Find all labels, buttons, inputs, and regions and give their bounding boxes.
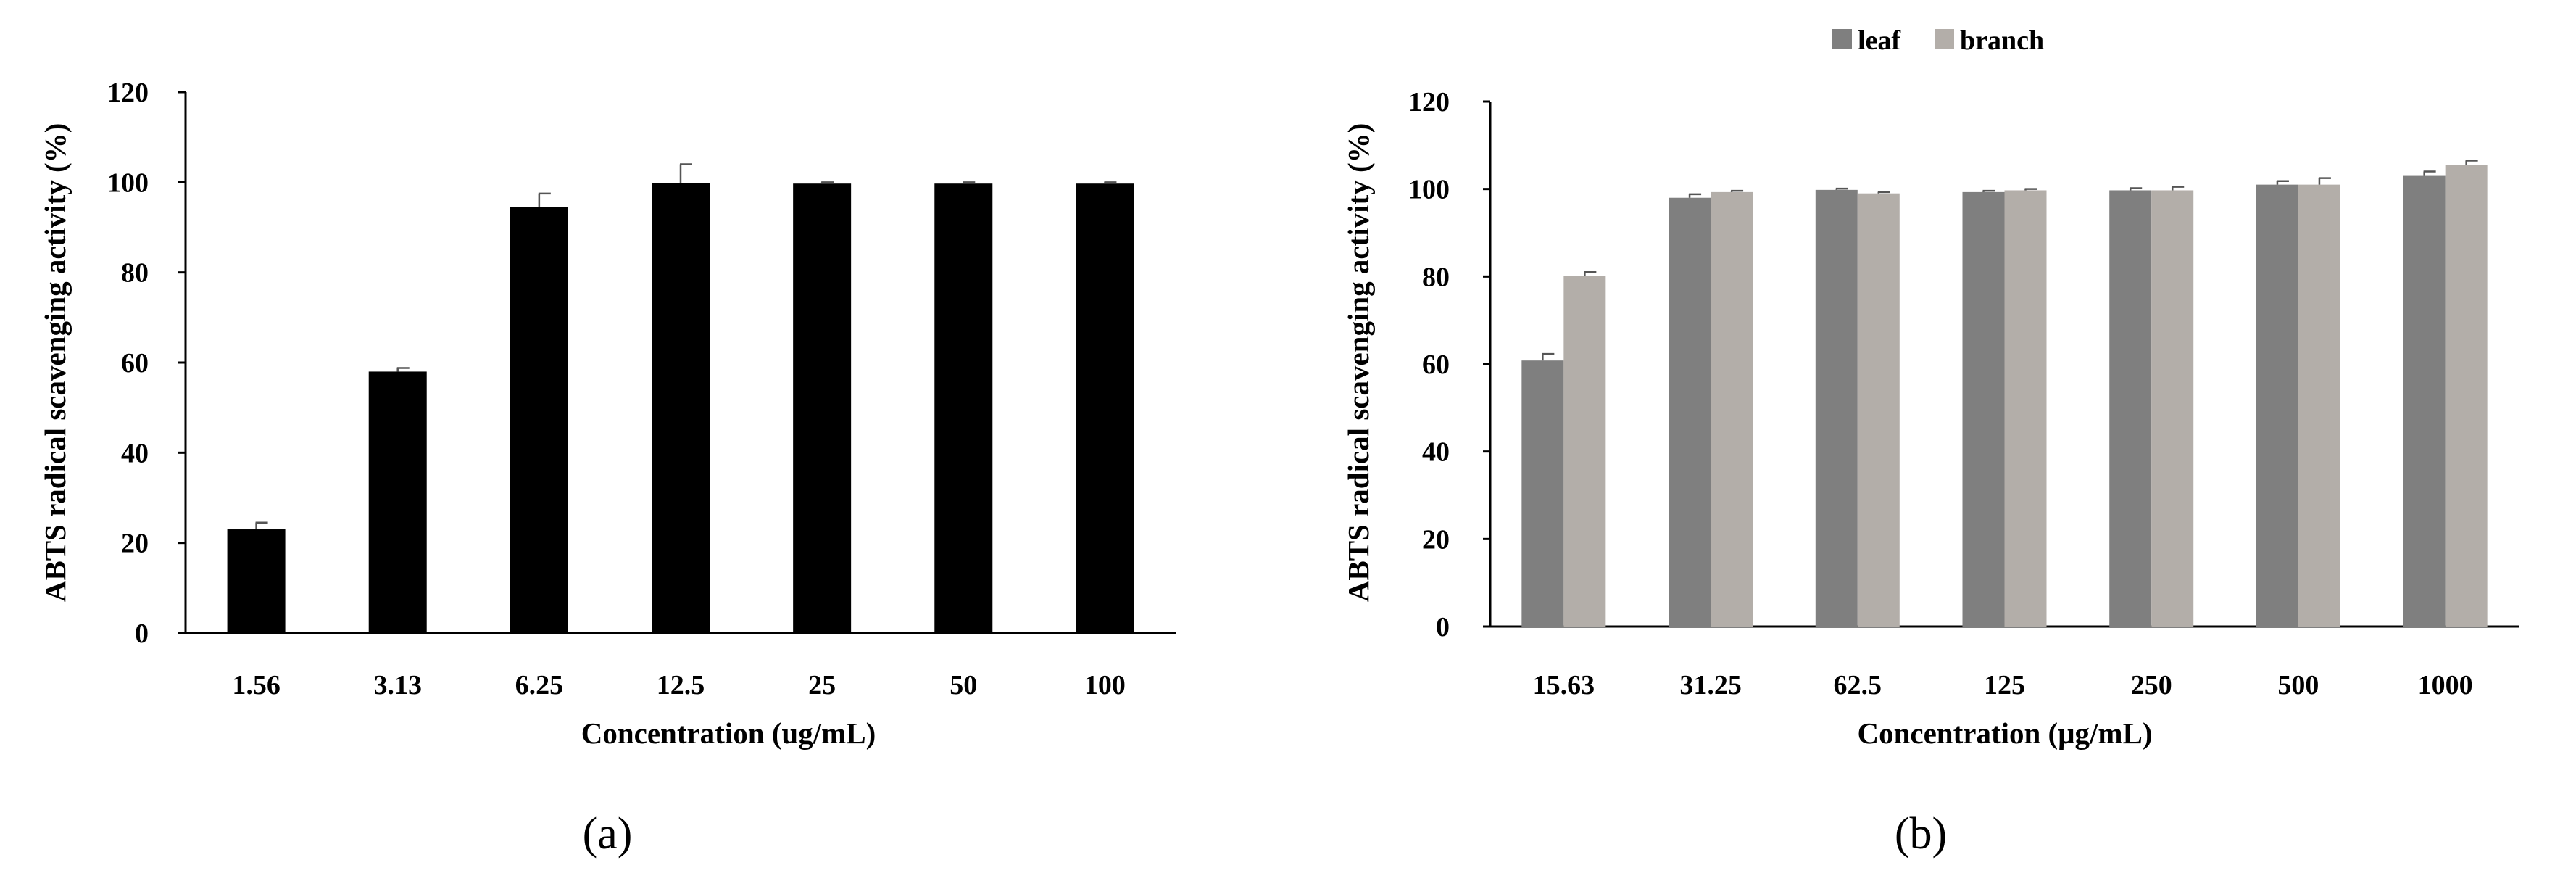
y-tick-label: 0 (135, 619, 149, 649)
bar-branch (1563, 276, 1606, 627)
x-tick-label: 1.56 (232, 670, 281, 700)
legend: leaf branch (1832, 25, 2044, 56)
x-tick-label: 3.13 (373, 670, 422, 700)
bar-leaf (1521, 360, 1564, 627)
x-tick-label: 15.63 (1533, 670, 1595, 700)
bar-leaf (2109, 190, 2152, 627)
legend-swatch-leaf (1832, 29, 1852, 49)
x-ticks: 15.63 31.25 62.5 125 250 500 1000 (1533, 670, 2473, 700)
y-tick-label: 120 (107, 78, 149, 108)
x-tick-label: 25 (808, 670, 836, 700)
y-ticks: 0 20 40 60 80 100 120 (1408, 87, 1490, 642)
x-ticks: 1.56 3.13 6.25 12.5 25 50 100 (232, 670, 1126, 700)
panel-label-a: (a) (583, 809, 633, 859)
y-axis-title: ABTS radical scavenging activity (%) (1342, 123, 1375, 603)
x-tick-label: 125 (1984, 670, 2025, 700)
y-tick-label: 40 (1422, 437, 1450, 468)
bar-branch (2445, 165, 2488, 627)
bar (1076, 183, 1134, 633)
x-axis-title: Concentration (μg/mL) (1858, 716, 2153, 750)
x-tick-label: 12.5 (657, 670, 705, 700)
x-tick-label: 6.25 (515, 670, 564, 700)
bar-branch (1711, 191, 1753, 627)
bar-leaf (2256, 184, 2298, 627)
bar (227, 529, 286, 633)
y-tick-label: 40 (121, 438, 149, 468)
bar (368, 371, 427, 633)
panel-label-b: (b) (1895, 809, 1947, 859)
bar-branch (2298, 184, 2340, 627)
y-tick-label: 20 (121, 529, 149, 559)
bar-leaf (1962, 191, 2005, 627)
y-tick-label: 100 (107, 168, 149, 198)
x-tick-label: 500 (2277, 670, 2319, 700)
y-tick-label: 80 (1422, 262, 1450, 292)
x-tick-label: 31.25 (1679, 670, 1742, 700)
y-tick-label: 120 (1408, 87, 1450, 117)
bar (793, 183, 852, 633)
x-tick-label: 1000 (2418, 670, 2473, 700)
y-tick-label: 20 (1422, 524, 1450, 555)
bar (652, 183, 710, 633)
x-tick-label: 100 (1084, 670, 1126, 700)
bar-leaf (1815, 189, 1858, 627)
bars (227, 163, 1134, 633)
y-tick-label: 80 (121, 258, 149, 289)
legend-swatch-branch (1935, 29, 1954, 49)
x-tick-label: 62.5 (1834, 670, 1882, 700)
y-tick-label: 0 (1436, 612, 1450, 642)
y-tick-label: 60 (1422, 350, 1450, 380)
y-tick-label: 100 (1408, 175, 1450, 205)
legend-label-branch: branch (1960, 25, 2044, 56)
bars (1521, 160, 2488, 627)
x-axis-title: Concentration (ug/mL) (581, 716, 876, 750)
y-axis-title: ABTS radical scavenging activity (%) (38, 123, 72, 603)
x-tick-label: 250 (2131, 670, 2172, 700)
bar-leaf (1669, 197, 1711, 627)
legend-label-leaf: leaf (1858, 25, 1901, 56)
bar (934, 183, 993, 633)
bar-branch (2151, 190, 2194, 627)
bar-branch (2004, 190, 2047, 627)
bar (510, 207, 568, 633)
x-tick-label: 50 (950, 670, 977, 700)
y-tick-label: 60 (121, 348, 149, 379)
y-ticks: 0 20 40 60 80 100 120 (107, 78, 186, 649)
bar-leaf (2403, 175, 2446, 627)
bar-branch (1857, 193, 1900, 627)
